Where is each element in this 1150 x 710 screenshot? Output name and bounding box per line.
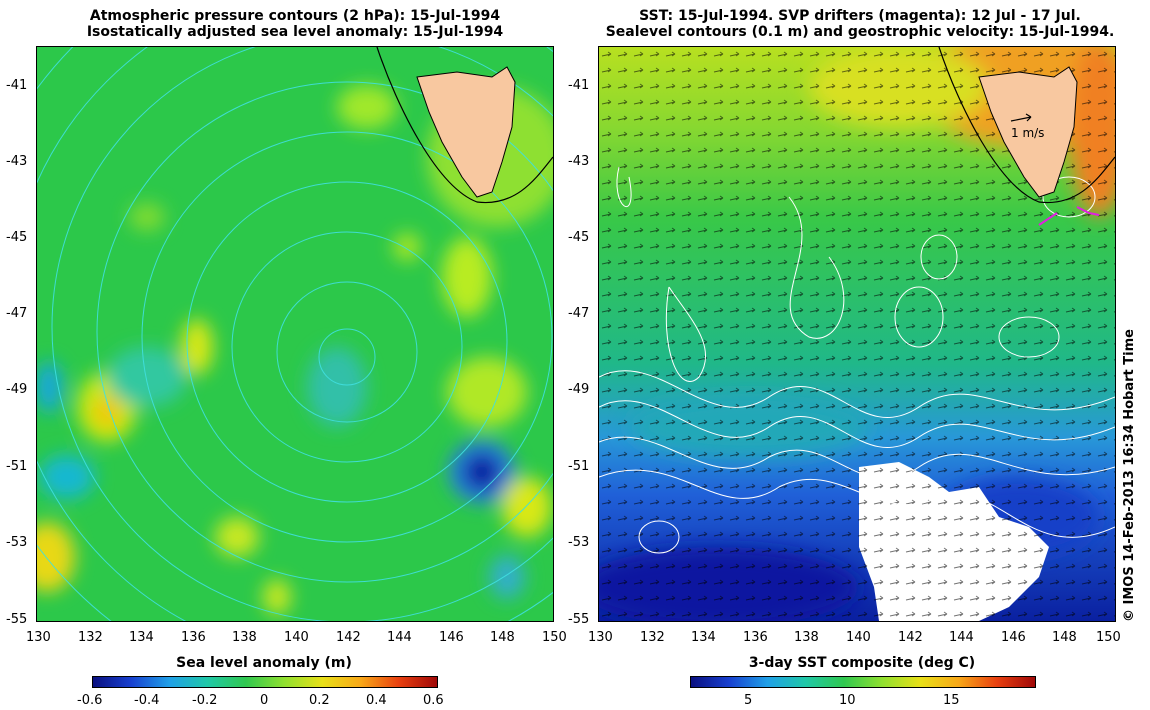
left-colorbar-tick: -0.6 [77,693,103,708]
left-lon-tick: 138 [232,630,257,645]
right-lon-tick: 140 [846,630,871,645]
left-lon-tick: 134 [129,630,154,645]
right-colorbar-label: 3-day SST composite (deg C) [748,655,976,671]
pressure-contours [37,47,553,621]
right-lat-tick: -49 [568,382,590,397]
left-lon-tick: 150 [542,630,567,645]
left-lon-tick: 146 [439,630,464,645]
right-lat-tick: -47 [568,306,590,321]
left-colorbar-tick: 0.4 [366,693,387,708]
left-panel-title-line1: Atmospheric pressure contours (2 hPa): 1… [89,8,501,24]
right-lat-tick: -53 [568,535,590,550]
right-lon-tick: 150 [1096,630,1121,645]
right-map-panel: 1 m/s [598,46,1116,622]
tasmania-landmass [938,47,1115,204]
imos-credit: © IMOS 14-Feb-2013 16:34 Hobart Time [1122,329,1137,622]
sealevel-contours [599,166,1115,554]
right-lat-tick: -55 [568,612,590,627]
left-lat-tick: -53 [6,535,28,550]
tasmania-landmass [376,47,553,204]
left-colorbar-tick: 0.6 [423,693,444,708]
right-colorbar [690,676,1036,688]
left-lon-tick: 144 [387,630,412,645]
right-lat-tick: -51 [568,459,590,474]
right-colorbar-tick: 10 [839,693,856,708]
right-lat-tick: -43 [568,154,590,169]
left-lon-tick: 148 [490,630,515,645]
right-lon-tick: 142 [898,630,923,645]
left-lat-tick: -41 [6,78,28,93]
right-lon-tick: 132 [640,630,665,645]
right-lon-tick: 146 [1001,630,1026,645]
left-colorbar-tick: 0 [260,693,269,708]
right-lon-tick: 144 [949,630,974,645]
left-lat-tick: -51 [6,459,28,474]
left-lat-tick: -47 [6,306,28,321]
right-panel-title-line2: Sealevel contours (0.1 m) and geostrophi… [605,24,1115,40]
left-lon-tick: 132 [78,630,103,645]
left-lon-tick: 142 [336,630,361,645]
left-lon-tick: 130 [26,630,51,645]
right-lon-tick: 148 [1052,630,1077,645]
left-lon-tick: 140 [284,630,309,645]
velocity-scale-arrow [1010,113,1032,122]
sst-map: 1 m/s [599,47,1115,621]
left-lat-tick: -55 [6,612,28,627]
left-colorbar-tick: -0.2 [192,693,218,708]
right-colorbar-tick: 5 [744,693,753,708]
sea-level-anomaly-map [37,47,553,621]
left-colorbar [92,676,438,688]
right-lon-tick: 130 [588,630,613,645]
left-map-panel [36,46,554,622]
right-lon-tick: 136 [743,630,768,645]
right-colorbar-tick: 15 [943,693,960,708]
left-lon-tick: 136 [181,630,206,645]
right-lat-tick: -41 [568,78,590,93]
left-lat-tick: -49 [6,382,28,397]
right-lat-tick: -45 [568,230,590,245]
right-lon-tick: 134 [691,630,716,645]
left-panel-title-line2: Isostatically adjusted sea level anomaly… [86,24,504,40]
left-colorbar-tick: -0.4 [134,693,160,708]
left-lat-tick: -45 [6,230,28,245]
left-colorbar-tick: 0.2 [309,693,330,708]
left-lat-tick: -43 [6,154,28,169]
right-panel-title-line1: SST: 15-Jul-1994. SVP drifters (magenta)… [639,8,1081,24]
svp-drifter-tracks [1038,206,1100,226]
velocity-scale-label: 1 m/s [1011,126,1044,140]
left-colorbar-label: Sea level anomaly (m) [176,655,352,671]
right-lon-tick: 138 [794,630,819,645]
